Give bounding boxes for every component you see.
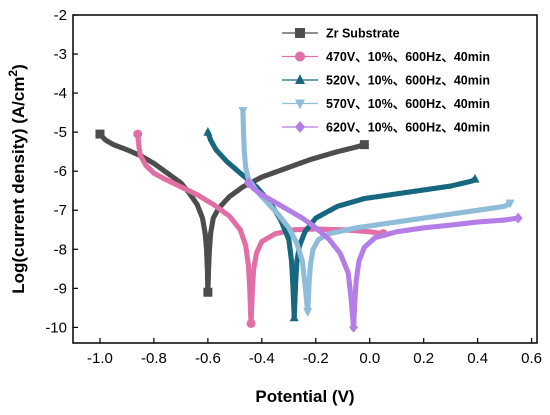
y-tick-label: -10 bbox=[45, 319, 67, 336]
plot-frame bbox=[72, 14, 538, 344]
series-5 bbox=[243, 177, 523, 333]
legend-item: 520V、10%、600Hz、40min bbox=[282, 74, 490, 88]
data-point bbox=[359, 140, 369, 150]
x-tick-label: 0.4 bbox=[467, 350, 488, 367]
y-tick-label: -8 bbox=[54, 241, 67, 258]
legend-marker bbox=[295, 51, 305, 62]
legend-marker bbox=[295, 99, 305, 110]
data-point bbox=[203, 126, 213, 136]
legend-label: 520V、10%、600Hz、40min bbox=[326, 74, 490, 88]
y-tick-label: -2 bbox=[54, 7, 67, 24]
data-point bbox=[95, 129, 105, 139]
x-tick-label: -0.4 bbox=[249, 350, 275, 367]
data-point bbox=[303, 308, 313, 317]
x-axis: -1.0 -0.8 -0.6 -0.4 -0.2 0.0 0.2 0.4 0.6 bbox=[87, 338, 542, 367]
legend-marker bbox=[295, 74, 305, 84]
legend-label: 620V、10%、600Hz、40min bbox=[326, 121, 490, 135]
y-tick-label: -5 bbox=[54, 124, 67, 141]
data-point bbox=[349, 321, 359, 333]
y-axis: -2 -3 -4 -5 -6 -7 -8 -9 -10 bbox=[45, 7, 78, 336]
y-tick-label: -3 bbox=[54, 46, 67, 63]
y-axis-title: Log(current density) (A/cm2) bbox=[6, 64, 28, 294]
data-point bbox=[246, 318, 256, 328]
data-point bbox=[133, 129, 143, 139]
series-4 bbox=[238, 107, 515, 317]
y-tick-label: -7 bbox=[54, 202, 67, 219]
x-tick-label: 0.0 bbox=[359, 350, 380, 367]
y-axis-title-end: ) bbox=[9, 64, 28, 70]
legend: Zr Substrate 470V、10%、600Hz、40min 520V、10%… bbox=[282, 27, 490, 135]
data-point bbox=[470, 173, 480, 183]
x-tick-label: -0.8 bbox=[141, 350, 167, 367]
y-axis-title-superscript: 2 bbox=[6, 70, 20, 77]
y-tick-label: -9 bbox=[54, 280, 67, 297]
legend-label: 570V、10%、600Hz、40min bbox=[326, 97, 490, 111]
legend-marker bbox=[295, 28, 305, 38]
y-tick-label: -4 bbox=[54, 85, 67, 102]
data-point bbox=[289, 312, 299, 322]
data-point bbox=[203, 287, 213, 297]
x-tick-label: 0.2 bbox=[413, 350, 434, 367]
legend-item: Zr Substrate bbox=[282, 27, 400, 41]
data-point bbox=[505, 199, 515, 209]
data-point bbox=[243, 177, 253, 189]
legend-item: 620V、10%、600Hz、40min bbox=[282, 121, 490, 135]
series-layer bbox=[95, 107, 523, 333]
legend-label: Zr Substrate bbox=[326, 27, 400, 41]
x-tick-label: -1.0 bbox=[87, 350, 113, 367]
x-tick-label: -0.2 bbox=[303, 350, 329, 367]
legend-item: 470V、10%、600Hz、40min bbox=[282, 50, 490, 64]
legend-item: 570V、10%、600Hz、40min bbox=[282, 97, 490, 111]
y-tick-label: -6 bbox=[54, 163, 67, 180]
legend-label: 470V、10%、600Hz、40min bbox=[326, 50, 490, 64]
data-point bbox=[238, 107, 248, 116]
x-tick-label: -0.6 bbox=[195, 350, 221, 367]
data-point bbox=[513, 212, 523, 224]
x-axis-title: Potential (V) bbox=[255, 387, 354, 406]
y-axis-title-main: Log(current density) (A/cm bbox=[9, 77, 28, 294]
x-tick-label: 0.6 bbox=[521, 350, 542, 367]
legend-marker bbox=[295, 121, 305, 133]
